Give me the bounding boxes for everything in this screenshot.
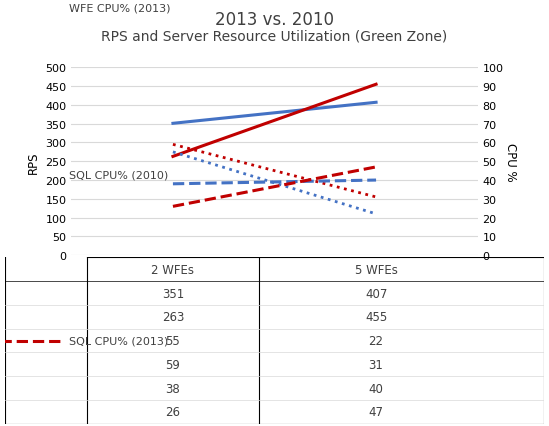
Y-axis label: CPU %: CPU % [505, 143, 517, 181]
Text: 47: 47 [368, 406, 384, 418]
Text: 26: 26 [165, 406, 181, 418]
Text: 263: 263 [162, 311, 184, 324]
Text: 455: 455 [365, 311, 387, 324]
Text: WFE CPU% (2013): WFE CPU% (2013) [69, 3, 171, 14]
Text: 5 WFEs: 5 WFEs [355, 263, 397, 276]
Text: 55: 55 [166, 334, 180, 347]
Text: 31: 31 [368, 358, 384, 371]
Text: 2 WFEs: 2 WFEs [152, 263, 194, 276]
Text: 351: 351 [162, 287, 184, 300]
Text: 40: 40 [368, 382, 384, 395]
Text: 22: 22 [368, 334, 384, 347]
Text: 59: 59 [165, 358, 181, 371]
Text: RPS and Server Resource Utilization (Green Zone): RPS and Server Resource Utilization (Gre… [102, 30, 447, 44]
Text: SQL CPU% (2010): SQL CPU% (2010) [69, 170, 169, 180]
Y-axis label: RPS: RPS [27, 151, 40, 173]
Text: 2013 vs. 2010: 2013 vs. 2010 [215, 11, 334, 29]
Text: 407: 407 [365, 287, 387, 300]
Text: SQL CPU% (2013): SQL CPU% (2013) [69, 336, 169, 346]
Text: 38: 38 [166, 382, 180, 395]
